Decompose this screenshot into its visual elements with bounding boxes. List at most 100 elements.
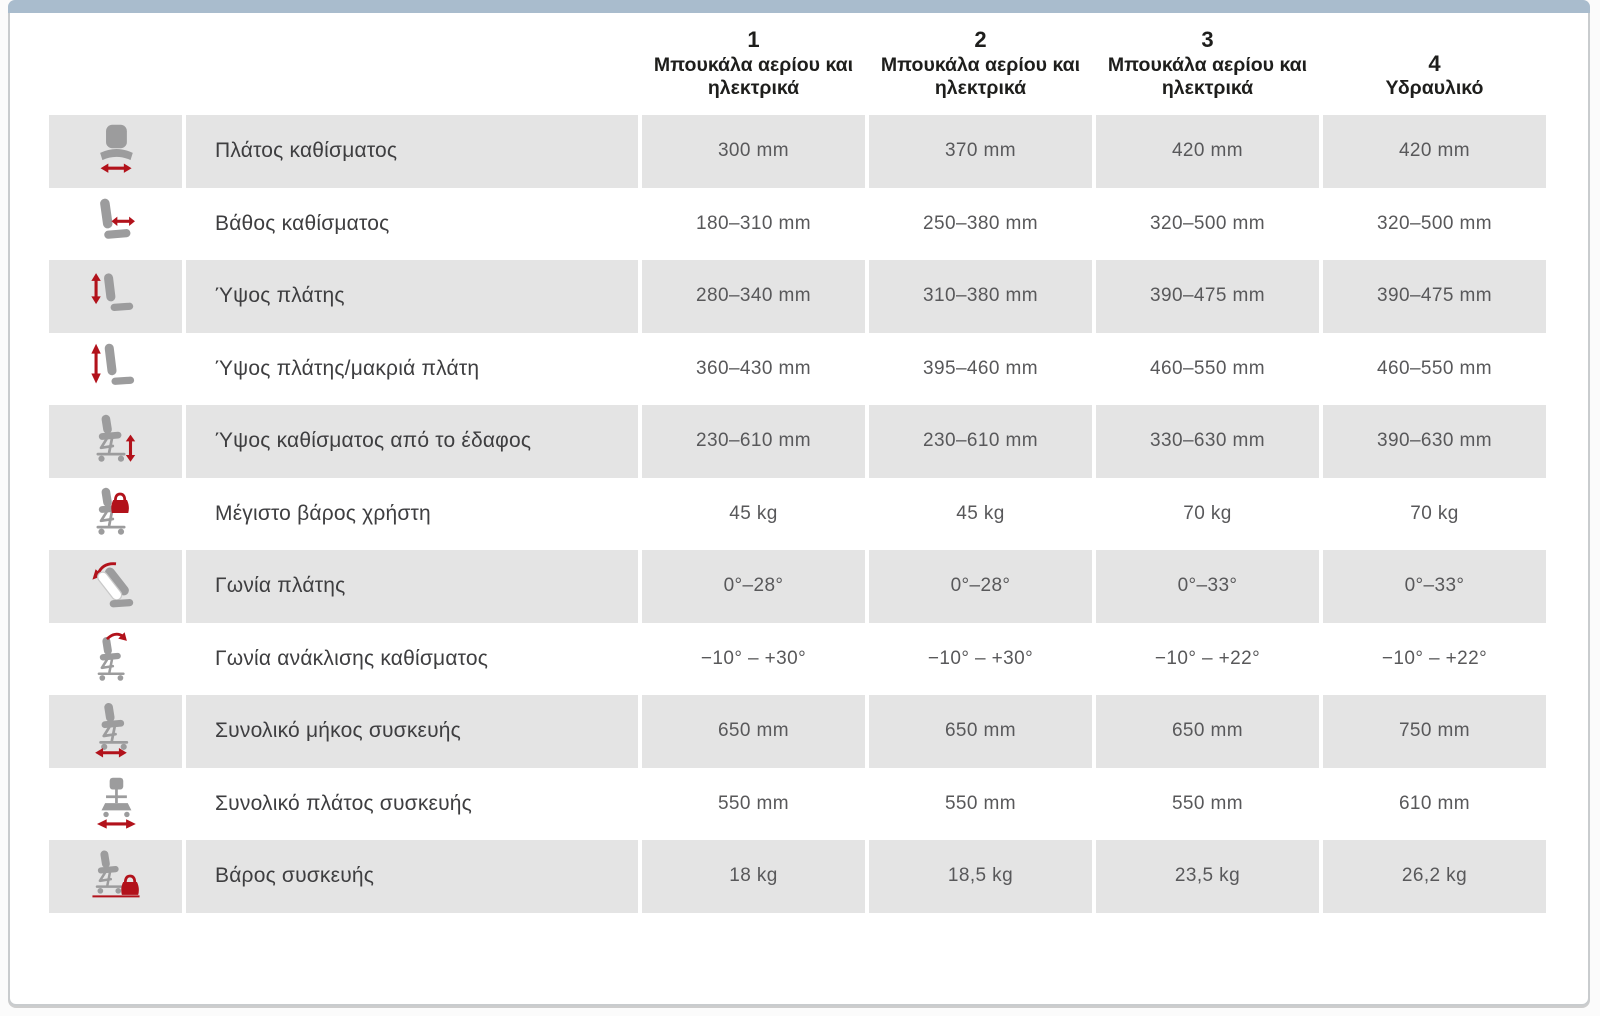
spec-table: Πλάτος καθίσματος 300 mm 370 mm 420 mm 4… [49, 115, 1546, 913]
spec-icon-cell [49, 768, 182, 841]
back-height-icon [89, 271, 133, 312]
spec-value: 390–475 mm [1323, 260, 1546, 333]
spec-value: 330–630 mm [1096, 405, 1319, 478]
spec-icon-cell [49, 695, 182, 768]
spec-value: 0°–33° [1096, 550, 1319, 623]
spec-value: 18 kg [642, 840, 865, 913]
header-spacer-label-col [186, 26, 638, 111]
spec-value: 310–380 mm [869, 260, 1092, 333]
spec-value: 300 mm [642, 115, 865, 188]
spec-label: Ύψος καθίσματος από το έδαφος [186, 405, 638, 478]
spec-value: 320–500 mm [1377, 212, 1492, 234]
spec-value: 550 mm [717, 792, 790, 814]
spec-value: 390–630 mm [1323, 405, 1546, 478]
seat-width-icon [98, 124, 133, 175]
spec-value: 45 kg [729, 502, 778, 524]
spec-value: 280–340 mm [642, 260, 865, 333]
spec-value: 750 mm [1323, 695, 1546, 768]
table-row: Γωνία ανάκλισης καθίσματος −10° – +30° −… [49, 623, 1546, 696]
spec-value: −10° – +30° [700, 647, 807, 669]
spec-label: Ύψος πλάτης/μακριά πλάτη [215, 356, 480, 380]
seat-depth-icon [99, 198, 136, 239]
spec-value: 230–610 mm [869, 405, 1092, 478]
overall-width-icon [94, 777, 138, 831]
spec-value: 320–500 mm [1150, 212, 1265, 234]
spec-value: 70 kg [1410, 502, 1459, 524]
column-number: 2 [974, 27, 987, 52]
spec-value: 550 mm [944, 792, 1017, 814]
spec-value: 230–610 mm [642, 405, 865, 478]
spec-label: Συνολικό πλάτος συσκευής [215, 791, 472, 815]
spec-value: 460–550 mm [1377, 357, 1492, 379]
spec-icon-cell [49, 188, 182, 261]
spec-value: 0°–28° [869, 550, 1092, 623]
spec-icon-cell [49, 550, 182, 623]
spec-value: 0°–33° [1323, 550, 1546, 623]
back-angle-icon [91, 562, 133, 608]
column-title: Μπουκάλα αερίου και ηλεκτρικά [653, 53, 854, 100]
column-title: Μπουκάλα αερίου και ηλεκτρικά [880, 53, 1081, 100]
spec-value: −10° – +22° [1381, 647, 1488, 669]
table-row: Συνολικό πλάτος συσκευής 550 mm 550 mm 5… [49, 768, 1546, 841]
spec-label: Γωνία ανάκλισης καθίσματος [215, 646, 489, 670]
spec-label: Βάθος καθίσματος [215, 211, 390, 235]
table-header-row: 1 Μπουκάλα αερίου και ηλεκτρικά 2 Μπουκά… [49, 26, 1546, 111]
column-title: Μπουκάλα αερίου και ηλεκτρικά [1107, 53, 1308, 100]
spec-value: 26,2 kg [1323, 840, 1546, 913]
table-row: Ύψος πλάτης/μακριά πλάτη 360–430 mm 395–… [49, 333, 1546, 406]
column-header-2: 2 Μπουκάλα αερίου και ηλεκτρικά [869, 26, 1092, 111]
spec-icon-cell [49, 333, 182, 406]
spec-value: 390–475 mm [1096, 260, 1319, 333]
spec-label: Ύψος πλάτης [186, 260, 638, 333]
overall-length-icon [93, 702, 128, 760]
spec-value: 650 mm [1096, 695, 1319, 768]
spec-icon-cell [49, 115, 182, 188]
table-row: Βάθος καθίσματος 180–310 mm 250–380 mm 3… [49, 188, 1546, 261]
spec-label: Βάρος συσκευής [186, 840, 638, 913]
spec-value: 395–460 mm [923, 357, 1038, 379]
table-row: Πλάτος καθίσματος 300 mm 370 mm 420 mm 4… [49, 115, 1546, 188]
spec-value: 0°–28° [642, 550, 865, 623]
spec-value: −10° – +30° [927, 647, 1034, 669]
spec-icon-cell [49, 840, 182, 913]
spec-label: Γωνία πλάτης [186, 550, 638, 623]
spec-icon-cell [49, 478, 182, 551]
column-number: 1 [747, 27, 760, 52]
spec-value: −10° – +22° [1154, 647, 1261, 669]
seat-tilt-angle-icon [97, 632, 127, 682]
table-row: Συνολικό μήκος συσκευής 650 mm 650 mm 65… [49, 695, 1546, 768]
header-spacer-icon-col [49, 26, 182, 111]
spec-value: 460–550 mm [1150, 357, 1265, 379]
column-number: 3 [1201, 27, 1214, 52]
column-header-4: 4 Υδραυλικό [1323, 26, 1546, 111]
table-row: Ύψος πλάτης 280–340 mm 310–380 mm 390–47… [49, 260, 1546, 333]
spec-value: 45 kg [956, 502, 1005, 524]
spec-value: 550 mm [1171, 792, 1244, 814]
spec-value: 650 mm [869, 695, 1092, 768]
column-header-3: 3 Μπουκάλα αερίου και ηλεκτρικά [1096, 26, 1319, 111]
table-row: Ύψος καθίσματος από το έδαφος 230–610 mm… [49, 405, 1546, 478]
spec-value: 370 mm [869, 115, 1092, 188]
spec-value: 180–310 mm [696, 212, 811, 234]
spec-value: 250–380 mm [923, 212, 1038, 234]
max-user-weight-icon [96, 485, 130, 536]
spec-value: 70 kg [1183, 502, 1232, 524]
table-row: Μέγιστο βάρος χρήστη 45 kg 45 kg 70 kg 7… [49, 478, 1546, 551]
column-number: 4 [1428, 50, 1441, 76]
spec-value: 360–430 mm [696, 357, 811, 379]
spec-value: 18,5 kg [869, 840, 1092, 913]
spec-label: Πλάτος καθίσματος [186, 115, 638, 188]
spec-value: 420 mm [1323, 115, 1546, 188]
column-title: Υδραυλικό [1385, 77, 1484, 100]
seat-height-from-floor-icon [96, 413, 137, 464]
column-header-1: 1 Μπουκάλα αερίου και ηλεκτρικά [642, 26, 865, 111]
spec-value: 23,5 kg [1096, 840, 1319, 913]
spec-value: 650 mm [642, 695, 865, 768]
table-row: Γωνία πλάτης 0°–28° 0°–28° 0°–33° 0°–33° [49, 550, 1546, 623]
spec-icon-cell [49, 623, 182, 696]
top-accent-bar [8, 0, 1590, 13]
spec-icon-cell [49, 260, 182, 333]
spec-icon-cell [49, 405, 182, 478]
back-height-long-icon [88, 341, 134, 386]
table-row: Βάρος συσκευής 18 kg 18,5 kg 23,5 kg 26,… [49, 840, 1546, 913]
